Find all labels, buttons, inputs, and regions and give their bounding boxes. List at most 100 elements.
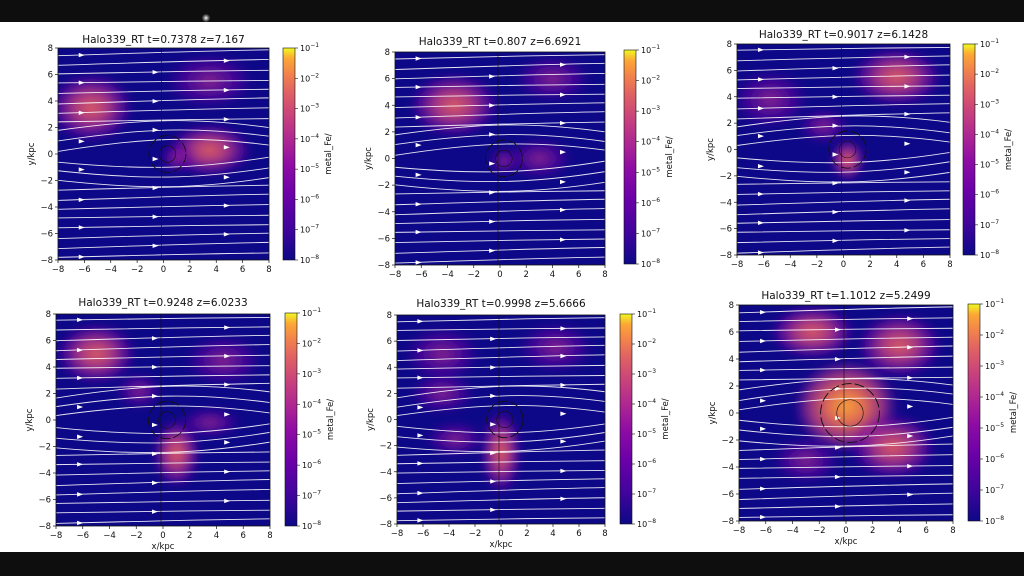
x-tick-label: 2 bbox=[187, 531, 192, 541]
y-tick-label: 6 bbox=[385, 75, 390, 85]
y-tick-label: −8 bbox=[721, 517, 734, 527]
streamline bbox=[58, 177, 269, 188]
x-tick-label: −8 bbox=[733, 526, 746, 536]
colorbar-tick-label: 10−7 bbox=[985, 484, 1004, 495]
streamline bbox=[56, 365, 270, 369]
x-tick-label: −4 bbox=[786, 526, 799, 536]
streamline-arrow bbox=[224, 412, 231, 417]
x-tick-label: 4 bbox=[897, 526, 902, 536]
screen-glint bbox=[202, 14, 210, 22]
y-tick-label: 6 bbox=[729, 328, 734, 338]
streamline bbox=[739, 336, 953, 342]
streamline-arrow bbox=[757, 250, 764, 255]
streamline-arrow bbox=[415, 142, 422, 148]
streamline bbox=[56, 334, 270, 342]
x-tick-label: 2 bbox=[867, 260, 872, 270]
streamline-arrow bbox=[223, 117, 230, 122]
streamline-arrow bbox=[904, 198, 911, 203]
x-axis-label: x/kpc bbox=[490, 540, 513, 550]
streamline-arrow bbox=[832, 152, 839, 157]
streamline-arrow bbox=[489, 103, 496, 108]
streamlines bbox=[395, 54, 605, 265]
colorbar-tick-label: 10−4 bbox=[637, 398, 656, 409]
colorbar-tick-label: 10−5 bbox=[980, 159, 999, 170]
y-tick-label: 8 bbox=[48, 44, 53, 54]
x-tick-label: −6 bbox=[417, 529, 430, 539]
colorbar-label: metal_Fe/ bbox=[1004, 129, 1014, 170]
colorbar-tick-label: 10−6 bbox=[985, 453, 1004, 464]
x-tick-label: −4 bbox=[443, 529, 456, 539]
streamline-arrow bbox=[417, 348, 424, 353]
y-tick-label: −8 bbox=[38, 522, 51, 532]
streamline-arrow bbox=[760, 367, 767, 373]
streamline bbox=[397, 327, 605, 331]
streamline-arrow bbox=[904, 84, 911, 89]
colorbar-tick-label: 10−5 bbox=[302, 429, 321, 440]
x-tick-label: −2 bbox=[467, 270, 480, 280]
streamlines bbox=[56, 316, 270, 526]
streamline bbox=[56, 451, 270, 456]
streamline-arrow bbox=[224, 440, 231, 445]
streamline bbox=[58, 88, 269, 94]
virial-radius-circle bbox=[828, 130, 867, 169]
streamline bbox=[737, 134, 950, 146]
colorbar-tick-label: 10−1 bbox=[985, 298, 1004, 309]
streamline-arrow bbox=[224, 382, 231, 387]
colorbar-tick-label: 10−7 bbox=[300, 224, 319, 235]
streamline-arrow bbox=[223, 175, 230, 180]
streamline bbox=[397, 405, 605, 417]
colorbar bbox=[962, 43, 976, 256]
colorbar-tick-label: 10−6 bbox=[637, 458, 656, 469]
colorbar-tick-label: 10−7 bbox=[302, 490, 321, 501]
chart-panel-5: Halo339_RT t=0.9998 z=5.6666 −8 −6 −4 −2 0 2 4 6… bbox=[366, 298, 671, 550]
y-tick-label: −6 bbox=[721, 490, 734, 500]
streamline bbox=[739, 465, 953, 469]
streamline bbox=[737, 246, 950, 254]
x-tick-label: −6 bbox=[78, 265, 91, 275]
chart-panel-3: Halo339_RT t=0.9017 z=6.1428 −8 −6 −4 −2 0 2 4 6… bbox=[706, 29, 1014, 270]
y-axis-label: y/kpc bbox=[27, 142, 37, 165]
streamline-arrow bbox=[560, 439, 567, 444]
streamline bbox=[739, 454, 953, 461]
streamline bbox=[395, 190, 605, 195]
streamline bbox=[739, 443, 953, 451]
metal-density-region bbox=[513, 54, 592, 103]
y-tick-label: −4 bbox=[377, 208, 390, 218]
streamline-arrow bbox=[560, 382, 567, 388]
y-axis-label: y/kpc bbox=[366, 408, 376, 431]
streamline bbox=[397, 336, 605, 341]
x-tick-label: 4 bbox=[550, 270, 555, 280]
colorbar-tick-label: 10−4 bbox=[302, 398, 321, 409]
x-tick-label: −6 bbox=[757, 260, 770, 270]
colorbar-tick-label: 10−8 bbox=[985, 515, 1004, 526]
streamline bbox=[737, 208, 950, 216]
y-tick-label: 4 bbox=[385, 101, 390, 111]
streamline bbox=[395, 124, 605, 136]
x-tick-label: −4 bbox=[784, 260, 797, 270]
streamline-arrow bbox=[151, 393, 158, 399]
streamline-arrow bbox=[760, 486, 767, 491]
colorbar-tick-label: 10−5 bbox=[641, 166, 660, 177]
streamline-arrow bbox=[560, 411, 567, 416]
streamline-arrow bbox=[560, 179, 566, 185]
streamline bbox=[397, 507, 605, 512]
streamline bbox=[397, 469, 605, 474]
streamline-arrow bbox=[904, 228, 911, 233]
y-tick-label: −6 bbox=[40, 230, 53, 240]
streamline-arrow bbox=[415, 260, 422, 265]
streamline-arrow bbox=[152, 243, 159, 248]
streamline bbox=[739, 397, 953, 411]
chart-panel-6: Halo339_RT t=1.1012 z=5.2499 −8 −6 −4 −2 0 2 4 6… bbox=[708, 290, 1019, 547]
streamline-arrow bbox=[757, 164, 764, 169]
streamline bbox=[737, 181, 950, 185]
streamline bbox=[739, 426, 953, 437]
streamline-arrow bbox=[760, 338, 767, 344]
streamline-arrow bbox=[904, 170, 911, 175]
streamline-arrow bbox=[757, 220, 764, 226]
streamline-arrow bbox=[415, 56, 422, 61]
x-tick-label: −8 bbox=[52, 265, 65, 275]
x-tick-label: 2 bbox=[870, 526, 875, 536]
metal-density-region bbox=[850, 414, 936, 480]
x-tick-label: 6 bbox=[921, 260, 926, 270]
x-tick-label: −4 bbox=[441, 270, 454, 280]
